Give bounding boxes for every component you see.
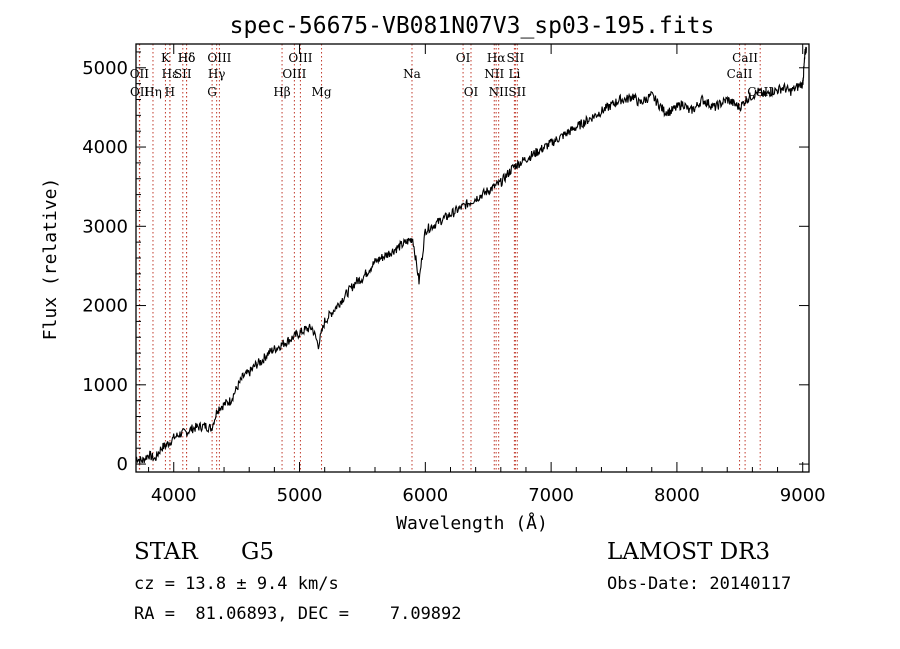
line-label: CaII [727,67,753,81]
y-tick-label: 3000 [82,216,128,237]
x-axis-label: Wavelength (Å) [396,512,548,534]
line-label: SII [174,67,192,81]
x-tick-label: 7000 [528,485,574,506]
line-label: OIII [282,67,306,81]
plot-frame [135,43,810,473]
line-label: OI [456,51,471,65]
line-label: OIII [207,51,231,65]
line-label: OI [464,85,479,99]
line-label: Mg [312,85,332,99]
line-label: K [161,51,171,65]
coordinates: RA = 81.06893, DEC = 7.09892 [134,604,462,624]
y-tick-label: 1000 [82,375,128,396]
line-label: G [207,85,217,99]
line-label: Hδ [178,51,196,65]
spectral-line-markers [138,44,761,472]
line-label: CaII [732,51,758,65]
object-class: STAR [134,539,198,565]
line-label: Hα [487,51,506,65]
spectrum-trace [135,46,808,464]
line-label: Na [403,67,421,81]
x-tick-label: 9000 [780,485,826,506]
line-label: Hη [144,85,162,99]
redshift-value: cz = 13.8 ± 9.4 km/s [134,574,339,594]
line-label: SII [507,51,525,65]
x-tick-label: 5000 [277,485,323,506]
line-label: Li [508,67,520,81]
line-label: SII [508,85,526,99]
line-label: NII [484,67,504,81]
y-tick-label: 4000 [82,137,128,158]
survey-name: LAMOST DR3 [607,539,771,565]
line-label: Hε [162,67,179,81]
line-label: OIII [288,51,312,65]
line-label: H [165,85,175,99]
x-tick-label: 8000 [654,485,700,506]
line-label: Hδ [178,51,196,65]
x-tick-label: 6000 [402,485,448,506]
line-label: Hβ [273,85,290,99]
x-tick-label: 4000 [151,485,197,506]
observation-date: Obs-Date: 20140117 [607,574,792,594]
chart-title: spec-56675-VB081N07V3_sp03-195.fits [230,13,715,39]
x-axis: 4000 5000 6000 7000 8000 9000 [148,44,826,506]
line-label: OII [130,67,150,81]
y-tick-label: 5000 [82,58,128,79]
line-label: NII [489,85,509,99]
y-tick-label: 0 [117,454,128,475]
object-subclass: G5 [241,539,275,565]
line-label: Hγ [208,67,226,81]
line-label: OII [130,85,150,99]
y-axis: 0 1000 2000 3000 4000 5000 [82,51,809,475]
y-tick-label: 2000 [82,296,128,317]
y-axis-label: Flux (relative) [40,178,61,341]
